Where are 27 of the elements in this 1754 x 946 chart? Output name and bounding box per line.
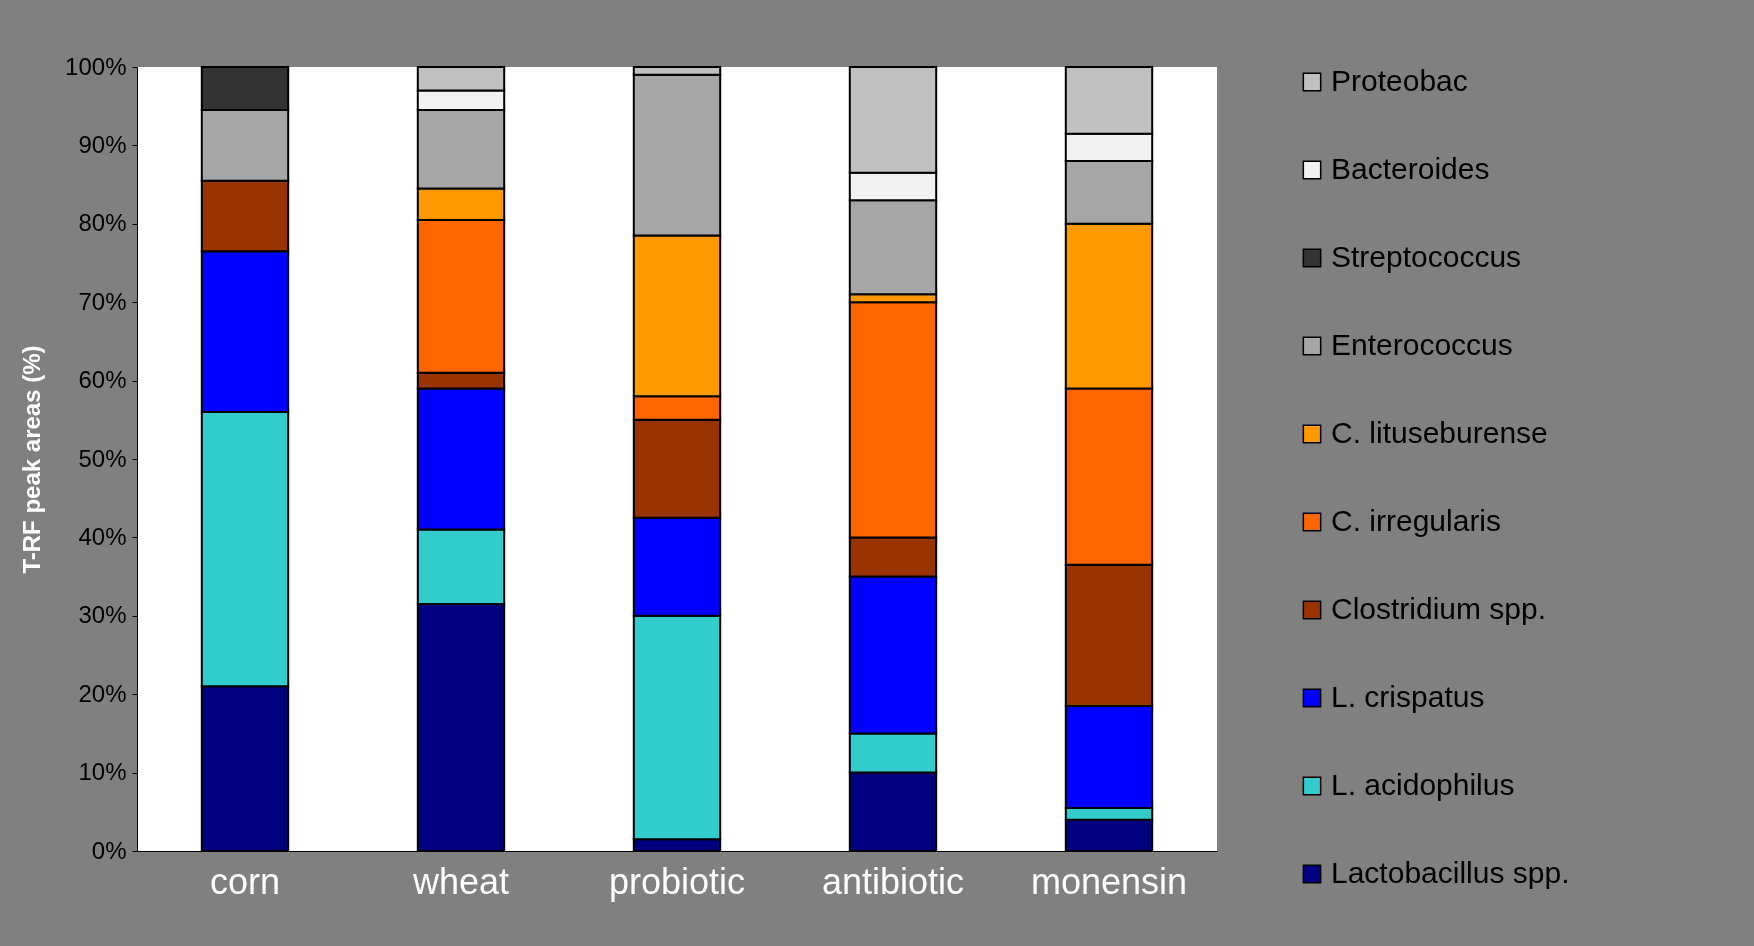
y-tick-label: 40% [78,522,127,550]
y-axis-title: T-RF peak areas (%) [18,345,46,574]
y-tick-label: 10% [78,758,127,786]
legend-label: Enterococcus [1331,328,1513,361]
y-tick-label: 70% [78,287,127,315]
legend-label: C. lituseburense [1331,416,1548,449]
legend-label: Streptococcus [1331,240,1522,273]
y-tick-label: 90% [78,130,127,158]
legend-label: Lactobacillus spp. [1331,856,1570,889]
legend-label: Proteobac [1331,64,1468,97]
y-tick-label: 100% [65,52,127,80]
y-tick-label: 60% [78,366,127,394]
x-tick-label: corn [209,860,281,902]
x-tick-label: probiotic [608,860,746,902]
legend-label: L. crispatus [1331,680,1485,713]
legend-label: Bacteroides [1331,152,1490,185]
y-tick-label: 20% [78,679,127,707]
y-tick-label: 80% [78,209,127,237]
y-tick-label: 50% [78,444,127,472]
y-tick-label: 0% [91,836,127,864]
x-tick-label: wheat [411,860,510,902]
y-tick-label: 30% [78,601,127,629]
x-tick-label: antibiotic [821,860,965,902]
legend-label: L. acidophilus [1331,768,1515,801]
legend-label: Clostridium spp. [1331,592,1547,625]
legend-label: C. irregularis [1331,504,1502,537]
x-tick-label: monensin [1030,860,1188,902]
